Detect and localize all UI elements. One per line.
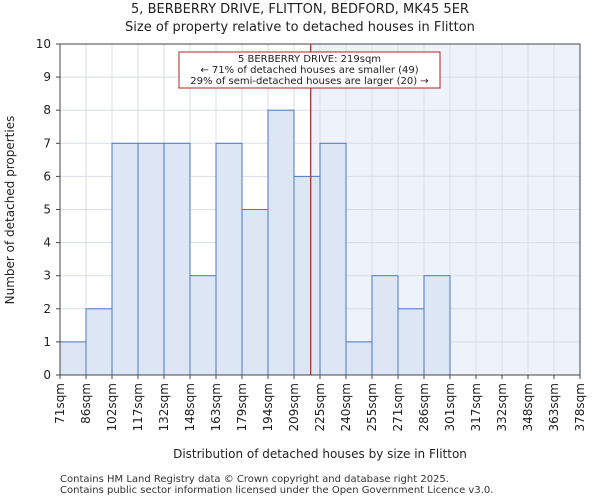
x-tick-label: 209sqm — [287, 383, 301, 431]
annotation-box: 5 BERBERRY DRIVE: 219sqm ← 71% of detach… — [178, 51, 441, 89]
histogram-bar — [267, 109, 295, 376]
y-axis-label: Number of detached properties — [3, 116, 17, 305]
annotation-box-frame — [178, 51, 441, 89]
x-tick-label: 378sqm — [573, 383, 587, 431]
histogram-bar — [215, 142, 243, 376]
x-tick-label: 348sqm — [521, 383, 535, 431]
x-tick-label: 301sqm — [443, 383, 457, 431]
x-tick-label: 286sqm — [417, 383, 431, 431]
histogram-bar — [371, 275, 399, 376]
x-tick-label: 132sqm — [157, 383, 171, 431]
x-tick-label: 240sqm — [339, 383, 353, 431]
y-tick-label: 4 — [43, 236, 51, 250]
x-tick-label: 179sqm — [235, 383, 249, 431]
histogram-bar — [397, 308, 425, 376]
y-tick-label: 1 — [43, 335, 51, 349]
x-tick-label: 71sqm — [53, 383, 67, 424]
x-tick-label: 163sqm — [209, 383, 223, 431]
histogram-bar — [345, 341, 373, 376]
annotation-line-2: ← 71% of detached houses are smaller (49… — [200, 65, 418, 76]
x-tick-label: 271sqm — [391, 383, 405, 431]
annotation-line-1: 5 BERBERRY DRIVE: 219sqm — [238, 54, 381, 65]
y-tick-label: 5 — [43, 203, 51, 217]
y-tick-label: 2 — [43, 302, 51, 316]
histogram-bar — [293, 175, 321, 376]
y-tick-label: 9 — [43, 70, 51, 84]
x-tick-label: 194sqm — [261, 383, 275, 431]
histogram-bar — [423, 275, 451, 376]
chart-subtitle: Size of property relative to detached ho… — [125, 20, 475, 35]
x-tick-label: 317sqm — [469, 383, 483, 431]
histogram-bar — [137, 142, 165, 376]
x-tick-label: 86sqm — [79, 383, 93, 424]
annotation-line-3: 29% of semi-detached houses are larger (… — [190, 76, 428, 87]
histogram-bar — [59, 341, 87, 376]
y-tick-label: 10 — [36, 37, 51, 51]
histogram-bar — [111, 142, 139, 376]
y-tick-label: 3 — [43, 269, 51, 283]
footer-line-1: Contains HM Land Registry data © Crown c… — [60, 474, 449, 485]
footer-line-2: Contains public sector information licen… — [60, 485, 494, 496]
histogram-bar — [189, 275, 217, 376]
x-tick-label: 332sqm — [495, 383, 509, 431]
chart-title: 5, BERBERRY DRIVE, FLITTON, BEDFORD, MK4… — [131, 2, 469, 17]
x-axis-label: Distribution of detached houses by size … — [173, 447, 467, 461]
x-tick-label: 255sqm — [365, 383, 379, 431]
y-tick-label: 7 — [43, 136, 51, 150]
histogram-bar — [319, 142, 347, 376]
y-tick-label: 0 — [43, 368, 51, 382]
histogram-bar — [163, 142, 191, 376]
x-tick-label: 148sqm — [183, 383, 197, 431]
x-tick-label: 225sqm — [313, 383, 327, 431]
x-tick-label: 117sqm — [131, 383, 145, 431]
x-tick-label: 363sqm — [547, 383, 561, 431]
y-tick-label: 6 — [43, 169, 51, 183]
y-tick-label: 8 — [43, 103, 51, 117]
histogram-bar — [241, 209, 269, 376]
x-tick-label: 102sqm — [105, 383, 119, 431]
histogram-bar — [85, 308, 113, 376]
